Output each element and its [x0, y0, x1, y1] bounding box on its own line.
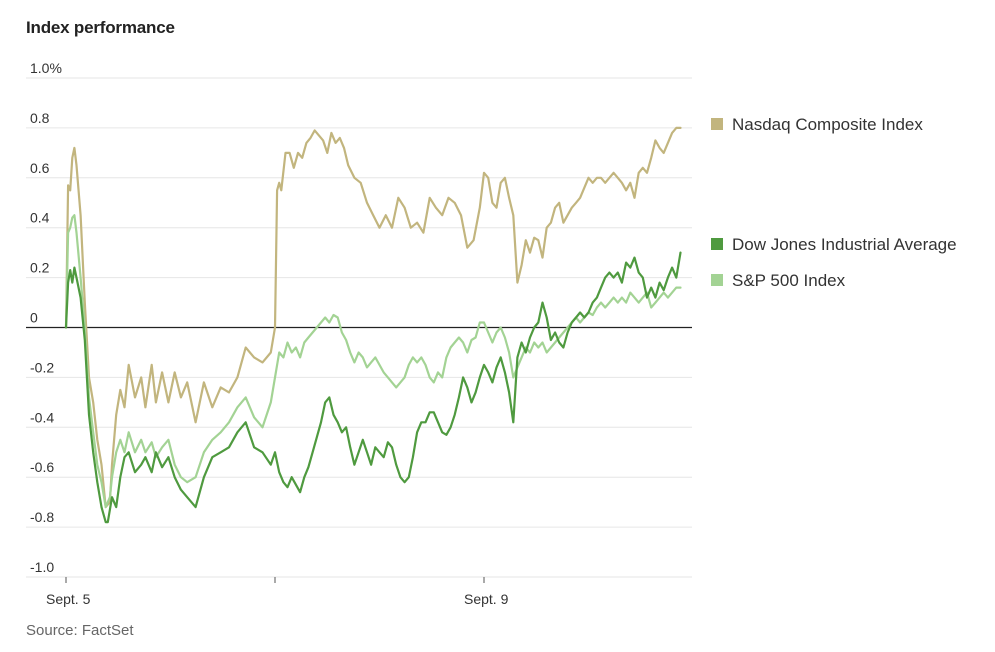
y-tick-label: 1.0%	[30, 60, 62, 76]
series-line-2	[64, 214, 682, 509]
y-tick-label: 0	[30, 310, 38, 326]
grid-lines	[26, 77, 692, 578]
y-tick-label: -0.2	[30, 359, 54, 375]
x-tick-label: Sept. 9	[464, 591, 509, 607]
y-tick-label: -0.8	[30, 509, 54, 525]
y-tick-label: 0.6	[30, 160, 50, 176]
y-tick-label: 0.2	[30, 260, 50, 276]
series-lines	[64, 126, 682, 524]
y-tick-label: 0.8	[30, 110, 50, 126]
chart-title: Index performance	[26, 18, 175, 37]
source-note: Source: FactSet	[26, 622, 134, 639]
legend-swatch	[711, 238, 723, 250]
x-tick-label: Sept. 5	[46, 591, 91, 607]
x-axis-ticks: Sept. 5 Sept. 9	[46, 577, 509, 607]
legend-swatch	[711, 274, 723, 286]
y-tick-label: -0.4	[30, 409, 54, 425]
legend: Nasdaq Composite Index Dow Jones Industri…	[711, 115, 957, 290]
y-tick-label: -1.0	[30, 559, 54, 575]
legend-label: Nasdaq Composite Index	[732, 115, 923, 134]
legend-label: S&P 500 Index	[732, 271, 846, 290]
legend-label: Dow Jones Industrial Average	[732, 235, 957, 254]
series-line-1	[64, 251, 682, 524]
legend-swatch	[711, 118, 723, 130]
y-axis-ticks: 1.0% 0.8 0.6 0.4 0.2 0 -0.2 -0.4 -0.6 -0.8 -1.0	[30, 60, 62, 575]
y-tick-label: 0.4	[30, 210, 50, 226]
y-tick-label: -0.6	[30, 459, 54, 475]
series-line-0	[64, 126, 682, 509]
